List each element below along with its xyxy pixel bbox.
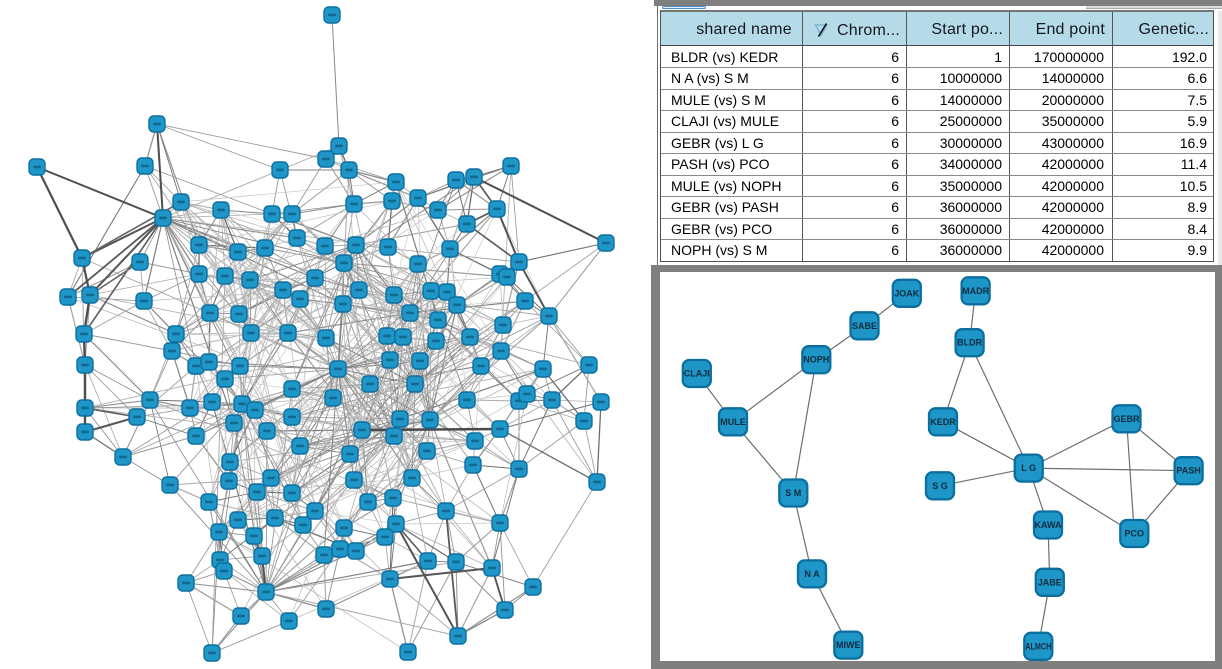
svg-text:CLAJI: CLAJI: [683, 368, 709, 378]
svg-text:S M: S M: [785, 488, 801, 498]
svg-text:S G: S G: [932, 480, 948, 490]
svg-text:NOPH: NOPH: [803, 354, 829, 364]
svg-text:GEBR: GEBR: [1113, 413, 1140, 423]
svg-text:N A: N A: [804, 568, 820, 578]
svg-text:JABE: JABE: [1037, 577, 1061, 587]
svg-text:PASH: PASH: [1176, 465, 1200, 475]
svg-text:ALMCH: ALMCH: [1025, 641, 1051, 651]
svg-text:JOAK: JOAK: [894, 288, 920, 298]
svg-text:MULE: MULE: [720, 416, 746, 426]
svg-text:SABE: SABE: [851, 320, 876, 330]
svg-text:MADR: MADR: [962, 285, 989, 295]
svg-text:L G: L G: [1021, 463, 1036, 473]
svg-text:KAWA: KAWA: [1034, 520, 1062, 530]
svg-text:KEDR: KEDR: [930, 416, 956, 426]
svg-text:MIWE: MIWE: [836, 640, 861, 650]
svg-text:BLDR: BLDR: [957, 337, 982, 347]
svg-text:PCO: PCO: [1124, 528, 1144, 538]
